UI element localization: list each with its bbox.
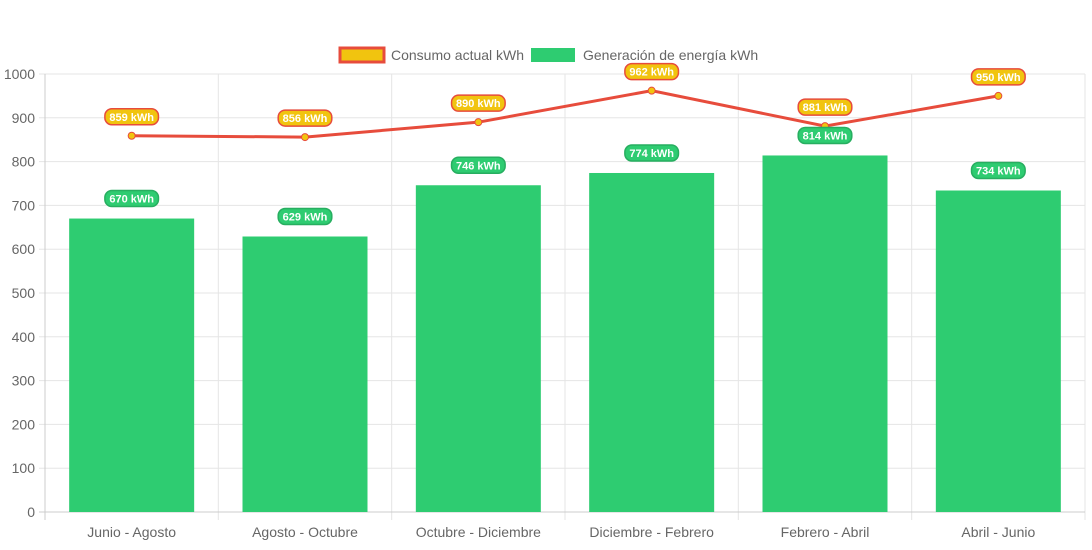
y-tick-label: 200 [12,416,36,432]
line-data-label: 950 kWh [976,72,1021,84]
legend-swatch-consumo [338,46,386,64]
x-tick-label: Agosto - Octubre [252,524,358,540]
line-data-label-bg [104,108,160,126]
bar-data-label-bg [970,161,1026,180]
bar-data-label-bg [797,126,853,145]
point-consumo [301,133,309,142]
bar-data-label: 670 kWh [109,194,154,206]
line-data-label-bg [970,68,1026,86]
y-tick-label: 1000 [4,66,35,82]
bar-generacion [762,155,888,512]
y-tick-label: 700 [12,197,36,213]
bar-generacion [589,172,715,512]
legend-label-generacion: Generación de energía kWh [583,47,758,63]
line-data-label-bg [450,94,506,112]
x-tick-label: Diciembre - Febrero [589,524,714,540]
y-tick-label: 500 [12,285,36,301]
line-data-label: 856 kWh [283,113,328,125]
bar-data-label: 734 kWh [976,166,1021,178]
x-tick-label: Junio - Agosto [87,524,176,540]
legend-swatch-generacion [531,48,575,62]
line-data-label-bg [277,109,333,127]
y-tick-label: 600 [12,241,36,257]
bar-generacion [69,218,195,513]
bar-data-label: 814 kWh [803,130,848,142]
y-tick-label: 0 [27,504,35,520]
y-tick-label: 300 [12,373,36,389]
bar-generacion [935,190,1061,512]
line-data-label-bg [624,62,680,81]
x-tick-label: Febrero - Abril [781,524,870,540]
legend-label-consumo: Consumo actual kWh [391,47,524,63]
bar-data-label: 629 kWh [283,211,328,223]
y-tick-label: 100 [12,460,36,476]
x-tick-label: Octubre - Diciembre [416,524,541,540]
bar-data-label-bg [624,144,680,162]
bar-data-label-bg [277,207,333,226]
y-tick-label: 800 [12,154,36,170]
point-consumo [127,131,136,140]
point-consumo [474,118,483,127]
bar-data-label: 746 kWh [456,160,501,172]
line-consumo [131,89,999,139]
line-data-label-bg [797,98,853,116]
bar-generacion [242,236,368,513]
point-consumo [647,86,656,95]
bar-generacion [415,185,541,512]
bar-data-label-bg [104,189,160,208]
line-data-label: 881 kWh [803,102,848,114]
x-tick-label: Abril - Junio [961,524,1035,540]
bar-data-label-bg [450,156,506,175]
line-data-label: 962 kWh [629,67,674,79]
point-consumo [994,91,1003,100]
y-tick-label: 900 [12,110,36,126]
line-data-label: 859 kWh [109,112,154,124]
line-data-label: 890 kWh [456,98,501,110]
bar-data-label: 774 kWh [629,148,674,160]
y-tick-label: 400 [12,329,36,345]
